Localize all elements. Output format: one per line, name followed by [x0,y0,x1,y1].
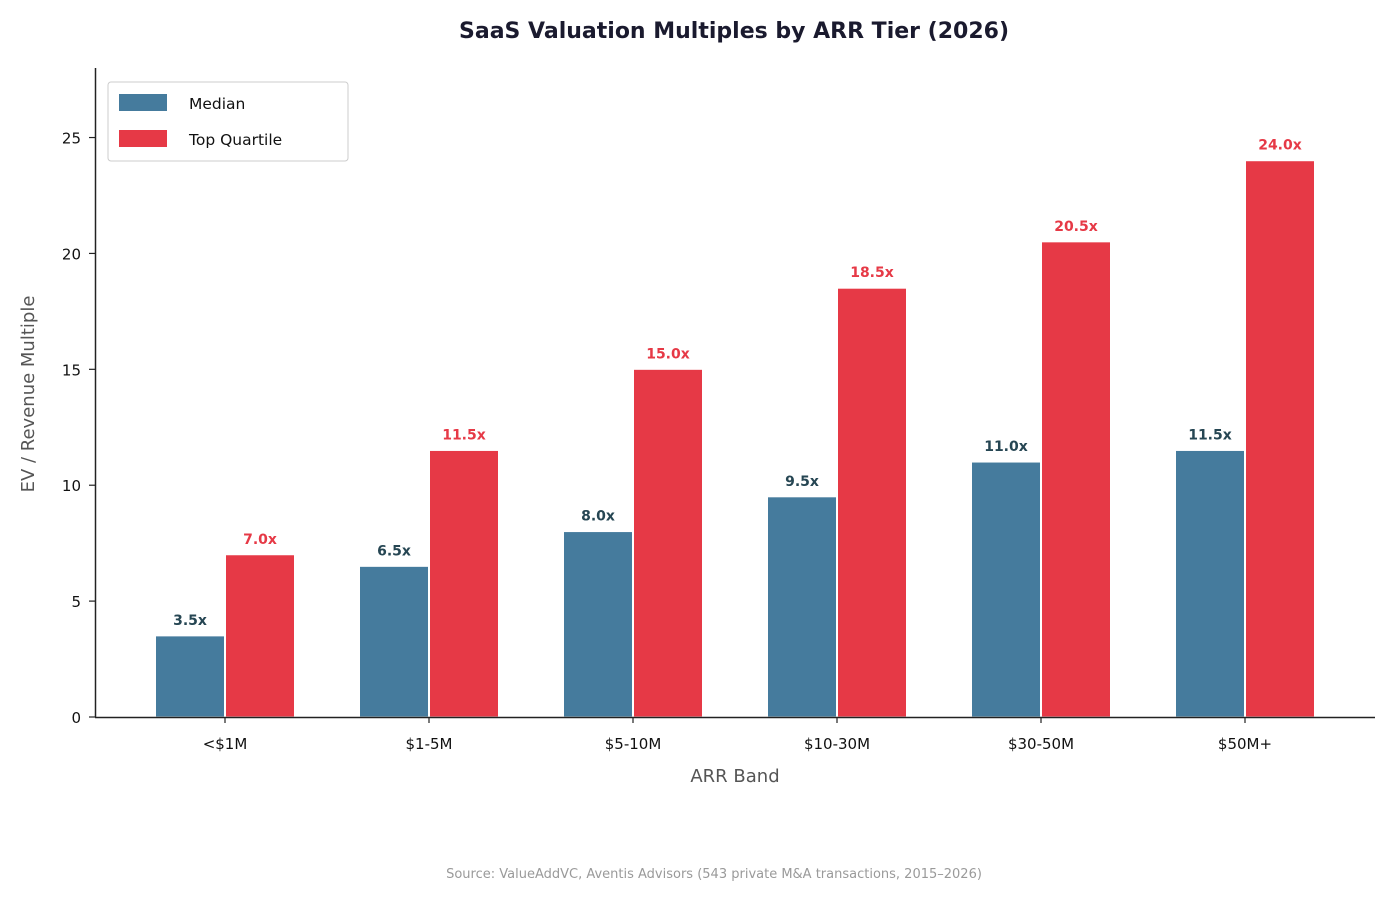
data-label-median-10-30m: 9.5x [785,474,819,490]
data-label-median-30-50m: 11.0x [984,439,1028,455]
data-label-top-quartile-10-30m: 18.5x [850,265,894,281]
y-ticks-group: 0 5 10 15 20 25 [62,130,95,727]
x-ticks-group: <$1M $1-5M $5-10M $10-30M $30-50M $50M+ [203,717,1272,753]
source-note: Source: ValueAddVC, Aventis Advisors (54… [446,867,982,882]
legend-label-top-quartile: Top Quartile [188,131,282,149]
data-label-median-1-5m: 6.5x [377,543,411,559]
legend-swatch-top-quartile [119,130,167,147]
bar-median-50m [1175,449,1245,718]
y-tick-label: 25 [62,130,81,148]
data-label-top-quartile-50m: 24.0x [1258,138,1302,154]
x-tick-label: <$1M [203,735,248,753]
y-tick-label: 15 [62,361,81,379]
legend: Median Top Quartile [107,81,349,162]
legend-swatch-median [119,94,167,111]
x-tick-label: $5-10M [605,735,662,753]
bar-median-30-50m [971,461,1041,718]
x-axis-label: ARR Band [690,766,779,787]
bars-group [155,160,1315,718]
bar-top-quartile-1-5m [429,449,499,718]
chart-title: SaaS Valuation Multiples by ARR Tier (20… [459,19,1009,44]
bar-median-1-5m [359,565,429,718]
x-tick-label: $30-50M [1008,735,1074,753]
bar-top-quartile-10-30m [837,287,907,718]
x-tick-label: $10-30M [804,735,870,753]
y-axis-label: EV / Revenue Multiple [18,296,39,493]
data-label-top-quartile-1-5m: 11.5x [442,427,486,443]
legend-frame [107,81,349,162]
data-label-top-quartile-5-10m: 15.0x [646,346,690,362]
bar-top-quartile-5-10m [633,368,703,718]
bar-median-5-10m [563,531,633,718]
bar-median-1m [155,635,225,718]
bar-top-quartile-1m [225,554,295,718]
y-tick-label: 0 [71,709,81,727]
data-label-top-quartile-30-50m: 20.5x [1054,219,1098,235]
bar-top-quartile-50m [1245,160,1315,718]
data-label-median-1m: 3.5x [173,613,207,629]
bar-top-quartile-30-50m [1041,241,1111,718]
y-tick-label: 10 [62,477,81,495]
legend-label-median: Median [189,95,245,113]
x-tick-label: $50M+ [1218,735,1272,753]
data-labels-group: 3.5x 7.0x 6.5x 11.5x 8.0x 15.0x 9.5x 18.5x 11.0x… [173,138,1302,629]
x-tick-label: $1-5M [406,735,453,753]
y-tick-label: 5 [71,593,81,611]
data-label-median-50m: 11.5x [1188,427,1232,443]
bar-median-10-30m [767,496,837,718]
data-label-median-5-10m: 8.0x [581,509,615,525]
y-tick-label: 20 [62,245,81,263]
data-label-top-quartile-1m: 7.0x [243,532,277,548]
